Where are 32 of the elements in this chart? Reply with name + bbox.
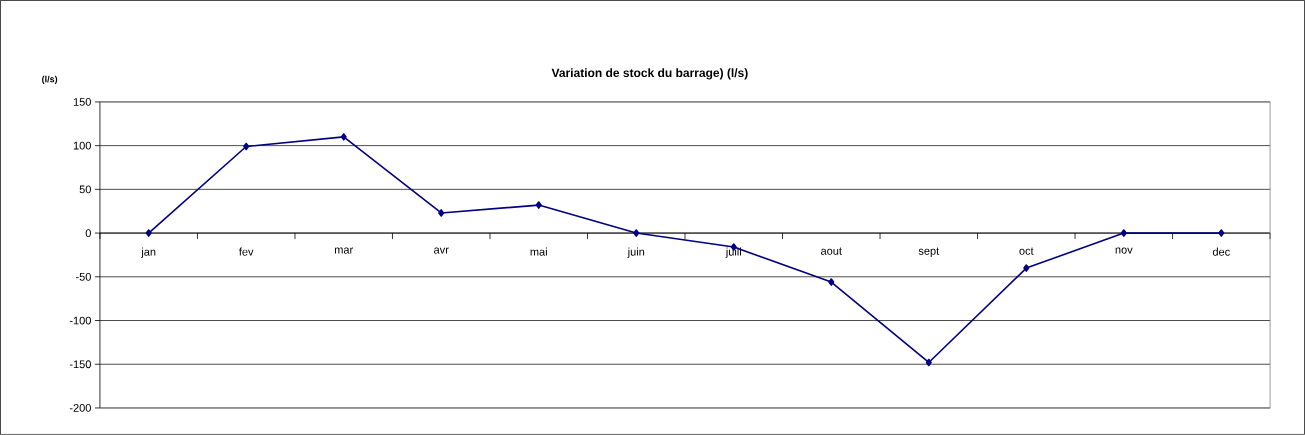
point (535, 201, 542, 209)
point (340, 133, 347, 141)
x-tick-label: jan (141, 247, 156, 258)
point (145, 229, 152, 237)
x-tick-label: oct (1019, 247, 1034, 255)
y-tick-label: 50 (79, 185, 91, 194)
point (1218, 229, 1225, 237)
point (633, 229, 640, 237)
y-axis-title: (l/s) (42, 75, 58, 85)
y-tick-label: -100 (69, 316, 91, 325)
point (243, 142, 250, 151)
point (925, 358, 932, 367)
point (828, 278, 835, 286)
x-tick-label: sept (918, 247, 940, 258)
x-tick-label: fev (239, 247, 254, 256)
x-tick-label: juin (627, 247, 645, 258)
x-tick-label: nov (1115, 247, 1133, 254)
y-tick-label: -50 (75, 272, 91, 281)
point (1120, 229, 1127, 237)
y-tick-label: 150 (73, 98, 91, 106)
point (438, 209, 445, 217)
x-tick-label: dec (1212, 247, 1230, 256)
x-tick-label: mai (530, 247, 547, 256)
y-tick-label: -200 (69, 404, 91, 412)
y-tick-label: -150 (69, 360, 91, 369)
x-tick-label: aout (821, 247, 842, 255)
y-tick-label: 100 (73, 141, 91, 150)
x-tick-label: avr (434, 247, 449, 254)
point (1023, 264, 1030, 272)
y-tick-label: 0 (85, 229, 91, 238)
x-tick-label: mar (334, 247, 353, 254)
chart-title: Variation de stock du barrage) (l/s) (551, 68, 748, 80)
